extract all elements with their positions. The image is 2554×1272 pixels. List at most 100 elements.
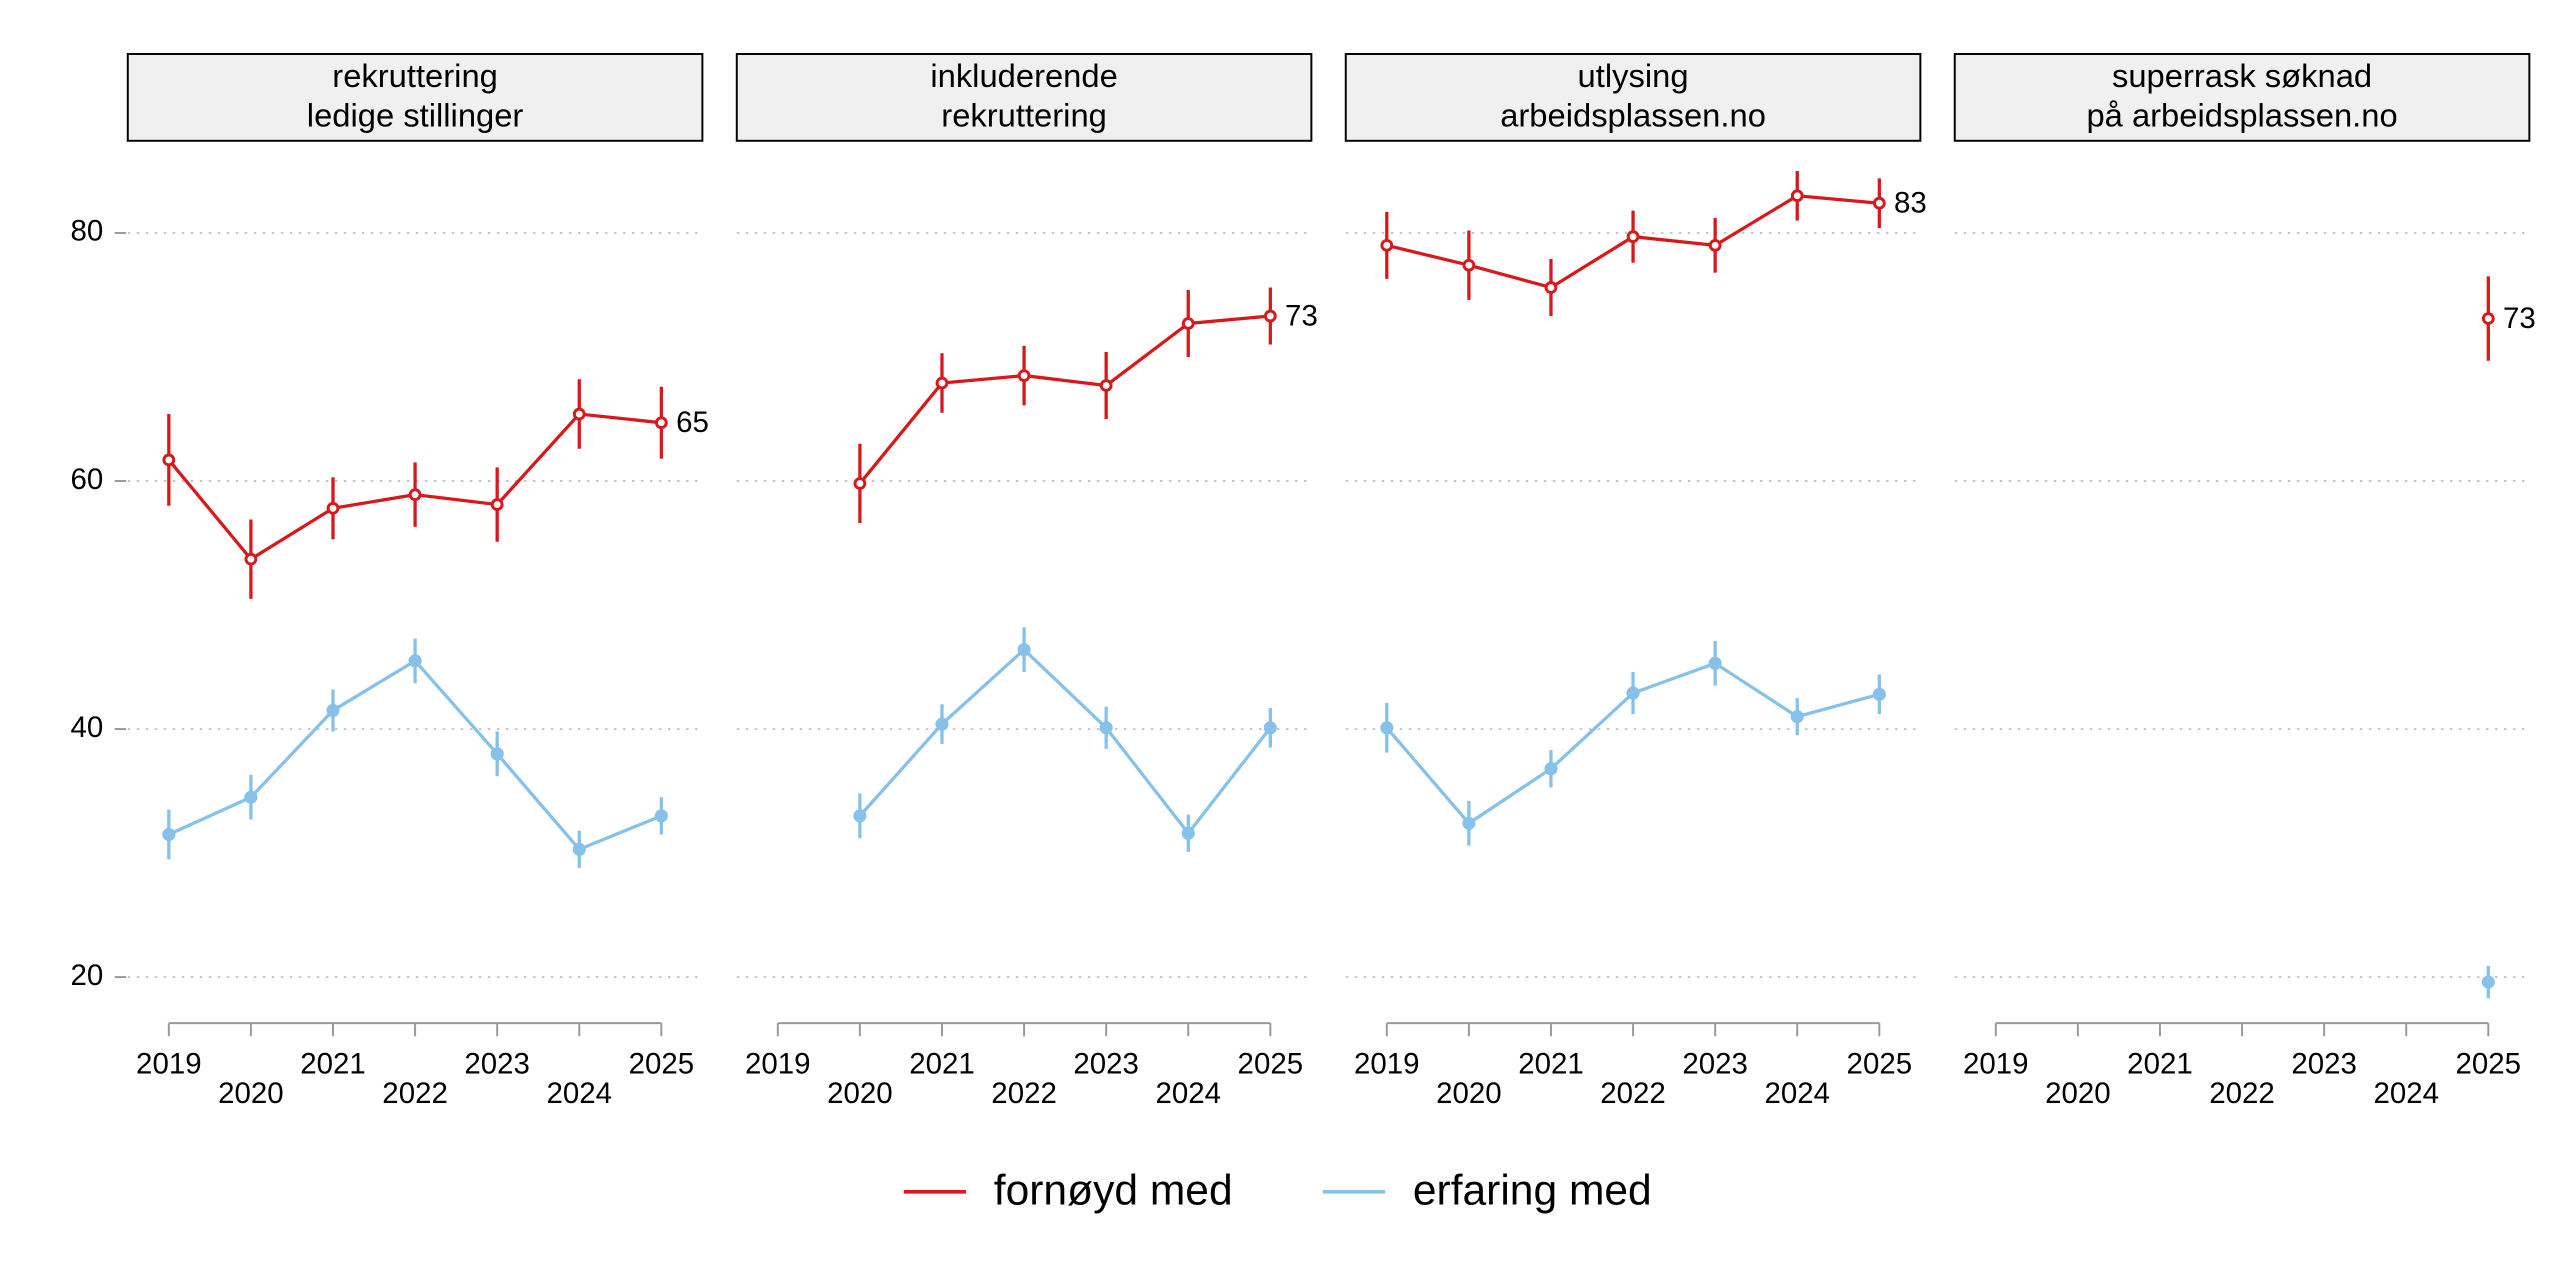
point bbox=[244, 790, 258, 804]
x-tick-label: 2022 bbox=[2209, 1077, 2275, 1110]
legend-label: fornøyd med bbox=[994, 1167, 1233, 1215]
x-tick-label: 2022 bbox=[1600, 1077, 1666, 1110]
point bbox=[1872, 687, 1886, 701]
facet-title: superrask søknad bbox=[2112, 57, 2372, 94]
x-tick-label: 2024 bbox=[2373, 1077, 2439, 1110]
value-label: 73 bbox=[1285, 299, 1318, 332]
point bbox=[1708, 656, 1722, 670]
point bbox=[1462, 816, 1476, 830]
value-label: 83 bbox=[1894, 187, 1927, 220]
x-tick-label: 2020 bbox=[827, 1077, 893, 1110]
point bbox=[853, 477, 867, 490]
point bbox=[1462, 258, 1476, 272]
x-tick-label: 2022 bbox=[382, 1077, 448, 1110]
point bbox=[572, 842, 586, 856]
x-tick-label: 2020 bbox=[2045, 1077, 2111, 1110]
x-tick-label: 2020 bbox=[218, 1077, 284, 1110]
x-tick-label: 2023 bbox=[2291, 1048, 2357, 1081]
facet-title: rekruttering bbox=[332, 57, 498, 94]
x-tick-label: 2021 bbox=[300, 1048, 366, 1081]
value-label: 73 bbox=[2503, 302, 2536, 335]
point bbox=[1790, 710, 1804, 724]
facet-strip bbox=[735, 53, 1313, 142]
point bbox=[935, 376, 949, 390]
legend-label: erfaring med bbox=[1413, 1167, 1652, 1215]
point bbox=[408, 488, 422, 502]
point bbox=[572, 407, 586, 421]
point bbox=[1544, 281, 1558, 294]
point bbox=[162, 827, 176, 842]
point bbox=[1708, 238, 1722, 252]
x-tick-label: 2023 bbox=[464, 1048, 530, 1081]
series bbox=[162, 638, 668, 868]
facet-strip bbox=[1953, 53, 2531, 142]
point bbox=[162, 453, 176, 467]
series: erfaring med bbox=[853, 627, 1277, 852]
point bbox=[1380, 238, 1394, 252]
facet-title: rekruttering bbox=[941, 97, 1107, 134]
point bbox=[2481, 312, 2495, 325]
y-tick-label: 60 bbox=[70, 463, 103, 496]
x-tick-label: 2024 bbox=[546, 1077, 612, 1110]
facet-title: på arbeidsplassen.no bbox=[2086, 97, 2397, 134]
point bbox=[1181, 317, 1195, 330]
x-tick-label: 2019 bbox=[1354, 1048, 1420, 1081]
y-tick-label: 20 bbox=[70, 959, 103, 992]
point bbox=[1017, 369, 1031, 382]
x-tick-label: 2024 bbox=[1155, 1077, 1221, 1110]
point bbox=[1099, 721, 1113, 735]
series: fornøyd med83 bbox=[1380, 170, 1927, 317]
x-tick-label: 2023 bbox=[1073, 1048, 1139, 1081]
point bbox=[1263, 309, 1277, 323]
point bbox=[1544, 762, 1558, 776]
point bbox=[1790, 189, 1804, 203]
point bbox=[1017, 643, 1031, 657]
x-tick-label: 2019 bbox=[745, 1048, 811, 1081]
point bbox=[654, 809, 668, 823]
point bbox=[1380, 721, 1394, 735]
x-tick-label: 2022 bbox=[991, 1077, 1057, 1110]
x-tick-label: 2021 bbox=[1518, 1048, 1584, 1081]
series-line bbox=[858, 647, 1272, 836]
x-tick-label: 2023 bbox=[1682, 1048, 1748, 1081]
facet-title: inkluderende bbox=[930, 57, 1117, 94]
y-tick-label: 40 bbox=[70, 711, 103, 744]
series: fornøyd med73 bbox=[853, 287, 1318, 524]
facet-title: arbeidsplassen.no bbox=[1500, 97, 1766, 134]
x-tick-label: 2025 bbox=[2456, 1048, 2522, 1081]
facet-title: utlysing bbox=[1578, 57, 1689, 94]
point bbox=[326, 703, 340, 717]
series-line bbox=[858, 314, 1271, 485]
facet-strip bbox=[126, 53, 704, 142]
point bbox=[1181, 826, 1195, 840]
facet-strip bbox=[1344, 53, 1922, 142]
x-tick-label: 2020 bbox=[1436, 1077, 1502, 1110]
series: fornøyd med73 bbox=[2481, 276, 2536, 361]
x-tick-label: 2025 bbox=[629, 1048, 695, 1081]
point bbox=[853, 809, 867, 823]
point bbox=[2481, 975, 2495, 989]
point bbox=[654, 416, 668, 430]
x-tick-label: 2025 bbox=[1847, 1048, 1913, 1081]
x-tick-label: 2019 bbox=[136, 1048, 202, 1081]
point bbox=[1626, 686, 1640, 700]
point bbox=[1872, 196, 1886, 210]
value-label: 65 bbox=[676, 406, 709, 439]
x-tick-label: 2021 bbox=[2127, 1048, 2193, 1081]
point bbox=[490, 747, 504, 761]
x-tick-label: 2024 bbox=[1764, 1077, 1830, 1110]
point bbox=[1626, 230, 1640, 244]
x-tick-label: 2019 bbox=[1963, 1048, 2029, 1081]
point bbox=[244, 552, 258, 566]
x-tick-label: 2021 bbox=[909, 1048, 975, 1081]
point bbox=[326, 501, 340, 515]
series: 65 bbox=[162, 379, 709, 599]
facet-title: ledige stillinger bbox=[307, 97, 524, 134]
x-tick-label: 2025 bbox=[1238, 1048, 1304, 1081]
point bbox=[490, 498, 504, 511]
y-tick-label: 80 bbox=[70, 215, 103, 248]
series-line bbox=[168, 658, 662, 852]
series: erfaring med bbox=[1380, 640, 1886, 846]
